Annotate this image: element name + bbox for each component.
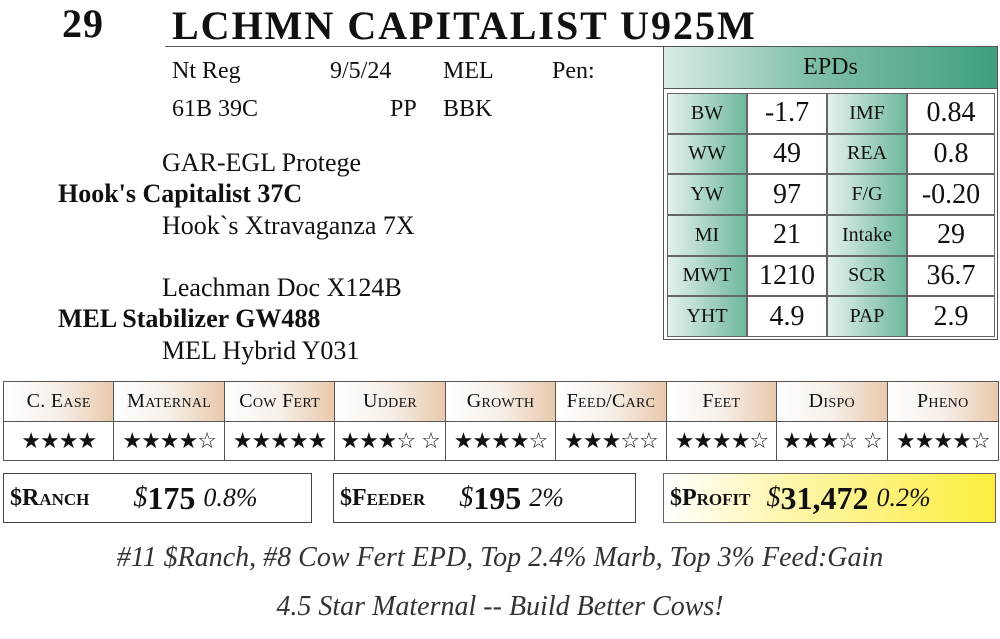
epd-trait-value: 36.7: [907, 255, 995, 297]
ranch-index-box: $Ranch $ 175 0.8%: [3, 473, 312, 523]
epd-trait-value: 1210: [747, 255, 827, 297]
ranch-index-label: $Ranch: [10, 484, 90, 511]
epd-trait-label: F/G: [827, 174, 907, 215]
header-divider: [165, 46, 665, 47]
profit-index-box: $Profit $ 31,472 0.2%: [663, 473, 996, 523]
feeder-index-label: $Feeder: [340, 484, 426, 511]
ranch-index-value: 175: [147, 479, 196, 516]
epd-trait-label: YW: [667, 174, 747, 215]
epd-trait-value: 4.9: [747, 296, 827, 337]
epd-trait-value: 0.8: [907, 133, 995, 175]
rating-label: Feed/Carc: [556, 382, 666, 422]
epd-grid: BW -1.7 IMF 0.84 WW 49 REA 0.8 YW 97 F/G -0.20 MI 21 I…: [667, 93, 995, 337]
epd-table: EPDs BW -1.7 IMF 0.84 WW 49 REA 0.8 YW 97 F/G -0.20…: [663, 46, 998, 340]
profit-index-percentile: 0.2%: [876, 483, 931, 512]
epd-trait-label: MI: [667, 214, 747, 256]
ranch-dollar-sign: $: [133, 482, 148, 513]
rating-column: Growth ★★★★☆: [445, 382, 557, 460]
epd-trait-label: YHT: [667, 296, 747, 337]
id-codes: 61B 39C: [172, 96, 259, 122]
star-rating: ★★★★: [21, 428, 97, 454]
star-rating: ★★★☆ ☆: [782, 428, 883, 454]
dam-sire: Leachman Doc X124B: [162, 273, 402, 302]
epd-trait-value: 49: [747, 133, 827, 175]
ranch-index-percentile: 0.8%: [203, 483, 258, 512]
epd-trait-label: REA: [827, 133, 907, 175]
feeder-dollar-sign: $: [459, 482, 474, 513]
polled-status: PP: [390, 96, 417, 122]
epd-trait-value: 21: [747, 214, 827, 256]
profit-index-value: 31,472: [780, 479, 869, 516]
feeder-index-percentile: 2%: [529, 483, 564, 512]
epd-trait-value: -0.20: [907, 174, 995, 215]
trait-ratings: C. Ease ★★★★ Maternal ★★★★☆ Cow Fert ★★★★★ Udd…: [3, 381, 999, 461]
epd-trait-value: 97: [747, 174, 827, 215]
rating-label: Maternal: [114, 382, 224, 422]
feeder-index-value: 195: [473, 479, 522, 516]
epd-trait-label: Intake: [827, 214, 907, 256]
lot-number: 29: [62, 1, 104, 46]
epd-trait-value: 2.9: [907, 296, 995, 337]
star-rating: ★★★★☆: [453, 428, 549, 454]
sire-sire: GAR-EGL Protege: [162, 148, 362, 177]
sire-dam: Hook`s Xtravaganza 7X: [162, 211, 415, 240]
breeder-code: MEL: [443, 58, 494, 84]
profit-index-label: $Profit: [670, 484, 751, 511]
epd-trait-value: 29: [907, 214, 995, 256]
epd-title: EPDs: [664, 47, 997, 89]
epd-trait-label: IMF: [827, 93, 907, 134]
rating-label: Udder: [335, 382, 445, 422]
rating-column: Udder ★★★☆ ☆: [335, 382, 446, 460]
star-rating: ★★★★☆: [674, 428, 770, 454]
rating-label: C. Ease: [4, 382, 114, 422]
highlights-line-2: 4.5 Star Maternal -- Build Better Cows!: [276, 591, 724, 622]
rating-column: Feed/Carc ★★★☆☆: [556, 382, 667, 460]
profit-dollar-sign: $: [766, 482, 781, 513]
rating-label: Feet: [666, 382, 777, 422]
sire: Hook's Capitalist 37C: [58, 179, 303, 208]
epd-trait-label: PAP: [827, 296, 907, 337]
star-rating: ★★★☆☆: [564, 428, 659, 454]
feeder-index-box: $Feeder $ 195 2%: [333, 473, 636, 523]
animal-name: LCHMN CAPITALIST U925M: [172, 3, 757, 48]
highlights-line-1: #11 $Ranch, #8 Cow Fert EPD, Top 2.4% Ma…: [116, 542, 884, 573]
rating-column: C. Ease ★★★★: [4, 382, 115, 460]
birth-date: 9/5/24: [330, 58, 392, 84]
rating-column: Pheno ★★★★☆: [887, 382, 998, 460]
rating-column: Dispo ★★★☆ ☆: [777, 382, 888, 460]
star-rating: ★★★★☆: [895, 428, 991, 454]
pen-label: Pen:: [552, 58, 595, 84]
epd-trait-label: BW: [667, 93, 747, 134]
rating-label: Growth: [445, 382, 556, 422]
dam-dam: MEL Hybrid Y031: [162, 336, 360, 365]
rating-column: Maternal ★★★★☆: [114, 382, 225, 460]
dam: MEL Stabilizer GW488: [58, 304, 321, 333]
epd-trait-label: WW: [667, 133, 747, 175]
epd-trait-value: 0.84: [907, 93, 995, 134]
star-rating: ★★★★★: [232, 428, 328, 454]
registration-type: Nt Reg: [172, 58, 241, 84]
star-rating: ★★★☆ ☆: [340, 428, 441, 454]
rating-label: Dispo: [777, 382, 887, 422]
color-code: BBK: [443, 96, 493, 122]
star-rating: ★★★★☆: [122, 428, 217, 454]
rating-column: Feet ★★★★☆: [666, 382, 778, 460]
rating-label: Pheno: [887, 382, 998, 422]
rating-label: Cow Fert: [224, 382, 335, 422]
rating-column: Cow Fert ★★★★★: [224, 382, 336, 460]
epd-trait-value: -1.7: [747, 93, 827, 134]
epd-trait-label: SCR: [827, 255, 907, 297]
epd-trait-label: MWT: [667, 255, 747, 297]
